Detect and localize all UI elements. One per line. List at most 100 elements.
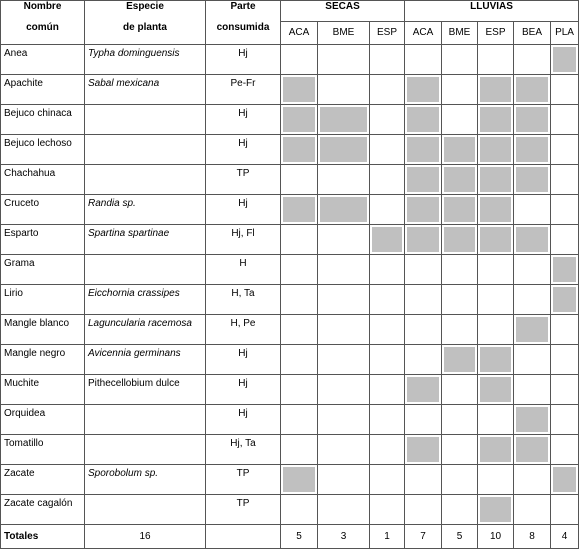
lluvias-esp-cell <box>477 43 515 75</box>
common-name-cell: Muchite <box>0 373 85 405</box>
lluvias-bea-cell <box>513 253 552 285</box>
lluvias-esp-cell <box>477 253 515 285</box>
lluvias-pla-cell <box>550 163 579 195</box>
header-secas-aca: ACA <box>280 21 318 45</box>
presence-mark <box>320 196 367 222</box>
common-name-cell: Mangle blanco <box>0 313 85 345</box>
species-cell <box>84 103 206 135</box>
secas-bme-cell <box>317 193 370 225</box>
secas-esp-cell <box>368 103 406 135</box>
secas-esp-cell <box>368 493 406 525</box>
secas-bme-cell <box>317 163 370 195</box>
table-row: Apachite Sabal mexicana Pe-Fr <box>0 73 579 105</box>
presence-mark <box>407 136 440 162</box>
lluvias-bea-cell <box>513 403 552 435</box>
presence-mark <box>283 196 315 222</box>
lluvias-pla-cell <box>550 403 579 435</box>
presence-mark <box>407 376 440 402</box>
lluvias-bea-cell <box>513 163 552 195</box>
part-consumed-cell: Pe-Fr <box>205 73 281 105</box>
part-consumed-cell: H <box>205 253 281 285</box>
totals-lluvias-aca: 7 <box>404 523 443 549</box>
lluvias-aca-cell <box>404 313 443 345</box>
secas-esp-cell <box>368 73 406 105</box>
lluvias-pla-cell <box>550 283 579 315</box>
lluvias-esp-cell <box>477 313 515 345</box>
part-consumed-cell: Hj <box>205 373 281 405</box>
lluvias-aca-cell <box>404 493 443 525</box>
lluvias-aca-cell <box>404 223 443 255</box>
common-name-cell: Mangle negro <box>0 343 85 375</box>
lluvias-esp-cell <box>477 103 515 135</box>
lluvias-bme-cell <box>441 133 479 165</box>
table-row: Lirio Eicchornia crassipes H, Ta <box>0 283 579 315</box>
table-row: Zacate cagalón TP <box>0 493 579 525</box>
presence-mark <box>444 136 476 162</box>
common-name-cell: Lirio <box>0 283 85 315</box>
secas-esp-cell <box>368 163 406 195</box>
species-cell: Pithecellobium dulce <box>84 373 206 405</box>
species-cell: Sabal mexicana <box>84 73 206 105</box>
presence-mark <box>320 136 367 162</box>
secas-esp-cell <box>368 313 406 345</box>
presence-mark <box>553 466 577 492</box>
lluvias-bea-cell <box>513 433 552 465</box>
common-name-cell: Chachahua <box>0 163 85 195</box>
lluvias-pla-cell <box>550 253 579 285</box>
totals-lluvias-bme: 5 <box>441 523 479 549</box>
secas-aca-cell <box>280 283 318 315</box>
totals-lluvias-esp: 10 <box>477 523 515 549</box>
presence-mark <box>516 226 549 252</box>
presence-mark <box>480 346 512 372</box>
lluvias-bea-cell <box>513 343 552 375</box>
common-name-cell: Esparto <box>0 223 85 255</box>
header-secas-bme: BME <box>317 21 370 45</box>
lluvias-pla-cell <box>550 43 579 75</box>
lluvias-bea-cell <box>513 463 552 495</box>
lluvias-bea-cell <box>513 193 552 225</box>
presence-mark <box>480 226 512 252</box>
presence-mark <box>480 106 512 132</box>
secas-bme-cell <box>317 103 370 135</box>
header-lluvias-aca: ACA <box>404 21 443 45</box>
secas-aca-cell <box>280 193 318 225</box>
presence-mark <box>407 226 440 252</box>
secas-aca-cell <box>280 463 318 495</box>
common-name-cell: Zacate cagalón <box>0 493 85 525</box>
presence-mark <box>444 226 476 252</box>
presence-mark <box>516 166 549 192</box>
secas-esp-cell <box>368 253 406 285</box>
secas-bme-cell <box>317 373 370 405</box>
table-row: Zacate Sporobolum sp. TP <box>0 463 579 495</box>
presence-mark <box>407 76 440 102</box>
presence-mark <box>516 76 549 102</box>
lluvias-bea-cell <box>513 373 552 405</box>
secas-aca-cell <box>280 133 318 165</box>
secas-bme-cell <box>317 313 370 345</box>
presence-mark <box>480 196 512 222</box>
lluvias-esp-cell <box>477 193 515 225</box>
lluvias-esp-cell <box>477 73 515 105</box>
lluvias-esp-cell <box>477 163 515 195</box>
table-row: Orquidea Hj <box>0 403 579 435</box>
part-consumed-cell: TP <box>205 493 281 525</box>
totals-secas-aca: 5 <box>280 523 318 549</box>
species-cell <box>84 133 206 165</box>
lluvias-bea-cell <box>513 43 552 75</box>
lluvias-aca-cell <box>404 403 443 435</box>
table-row: Mangle blanco Laguncularia racemosa H, Pe <box>0 313 579 345</box>
species-cell: Randia sp. <box>84 193 206 225</box>
totals-part <box>205 523 281 549</box>
presence-mark <box>444 196 476 222</box>
lluvias-bme-cell <box>441 433 479 465</box>
common-name-cell: Apachite <box>0 73 85 105</box>
lluvias-pla-cell <box>550 433 579 465</box>
lluvias-aca-cell <box>404 43 443 75</box>
lluvias-bme-cell <box>441 253 479 285</box>
secas-aca-cell <box>280 373 318 405</box>
lluvias-bme-cell <box>441 223 479 255</box>
species-cell <box>84 403 206 435</box>
lluvias-aca-cell <box>404 73 443 105</box>
lluvias-pla-cell <box>550 223 579 255</box>
secas-esp-cell <box>368 223 406 255</box>
